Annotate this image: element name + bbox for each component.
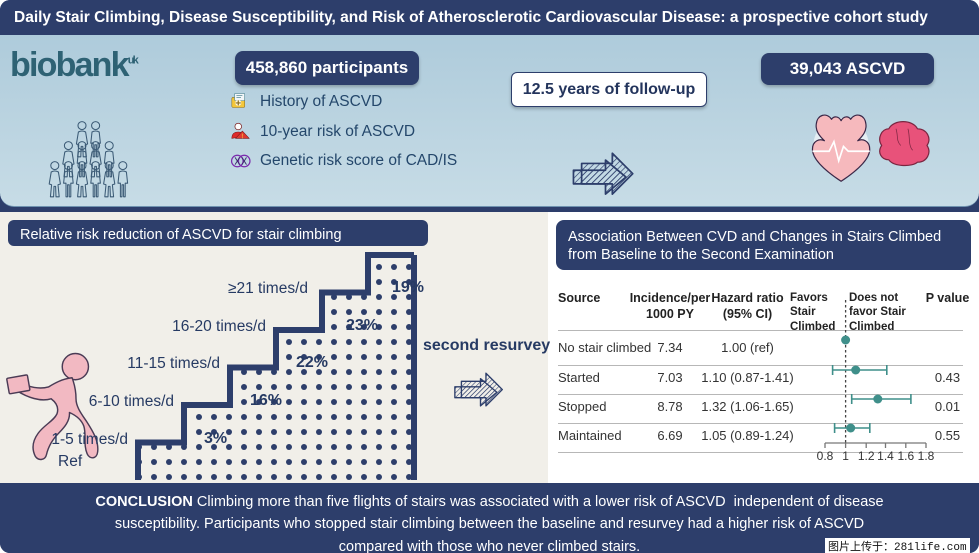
svg-text:0.8: 0.8 xyxy=(817,449,834,463)
svg-text:1: 1 xyxy=(842,449,849,463)
svg-text:1.4: 1.4 xyxy=(877,449,894,463)
svg-text:1.2: 1.2 xyxy=(858,449,875,463)
svg-text:1.6: 1.6 xyxy=(897,449,914,463)
svg-text:1.8: 1.8 xyxy=(918,449,935,463)
